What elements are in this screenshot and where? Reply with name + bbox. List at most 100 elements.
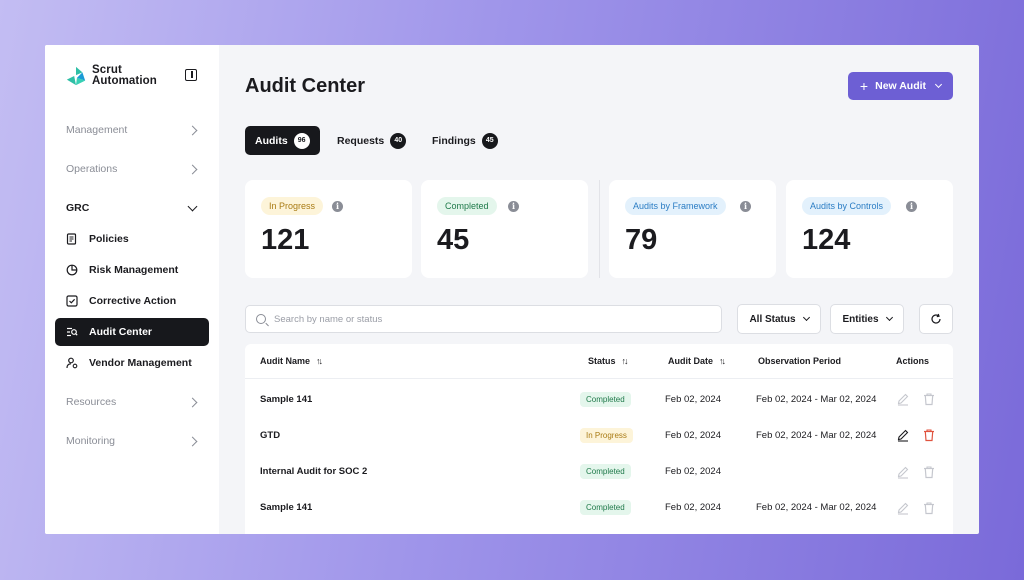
delete-icon[interactable] xyxy=(922,501,936,515)
delete-icon[interactable] xyxy=(922,428,936,442)
status-cell: Completed xyxy=(580,490,631,526)
sort-icon[interactable]: ↑↓ xyxy=(621,356,629,366)
status-badge: Completed xyxy=(580,464,631,480)
stat-value: 45 xyxy=(437,224,470,256)
column-header-actions: Actions xyxy=(896,356,929,366)
column-header-audit-name[interactable]: Audit Name ↑↓ xyxy=(260,356,323,366)
stat-label-pill: Audits by Controls xyxy=(802,197,892,215)
sidebar-collapse-icon[interactable] xyxy=(185,69,197,81)
stat-card-completed[interactable]: Completed i 45 xyxy=(421,180,588,278)
audit-list-icon xyxy=(66,326,78,338)
audit-date-cell: Feb 02, 2024 xyxy=(665,502,721,514)
search-icon xyxy=(256,314,266,324)
dropdown-label: Entities xyxy=(842,313,879,325)
table-row[interactable]: Sample 141 Completed Feb 02, 2024 Feb 02, 2… xyxy=(245,381,953,417)
count-badge: 96 xyxy=(293,132,310,149)
observation-period-cell: Feb 02, 2024 - Mar 02, 2024 xyxy=(756,393,877,405)
table-row[interactable]: Internal Audit for SOC 2 Completed Feb 02,… xyxy=(245,454,953,490)
tab-label: Audits xyxy=(255,134,288,147)
search-input[interactable] xyxy=(274,313,694,325)
chevron-right-icon xyxy=(187,125,198,135)
audits-table: Audit Name ↑↓ Status ↑↓ Audit Date ↑↓ Ob… xyxy=(245,344,953,534)
stat-card-in-progress[interactable]: In Progress i 121 xyxy=(245,180,412,278)
status-badge: Completed xyxy=(580,391,631,407)
sidebar-item-corrective-action[interactable]: Corrective Action xyxy=(55,287,209,315)
new-audit-button[interactable]: + New Audit xyxy=(848,72,953,100)
audit-name-cell[interactable]: Sample 141 xyxy=(260,393,313,405)
brand[interactable]: Scrut Automation xyxy=(65,64,157,87)
status-cell: In Progress xyxy=(580,417,633,453)
tab-findings[interactable]: Findings 45 xyxy=(422,126,508,155)
column-header-status[interactable]: Status ↑↓ xyxy=(588,356,629,366)
plus-icon: + xyxy=(859,78,869,94)
edit-icon[interactable] xyxy=(896,428,910,442)
observation-period-cell: Feb 02, 2024 - Mar 02, 2024 xyxy=(756,502,877,514)
count-badge: 45 xyxy=(481,132,498,149)
sidebar-item-label: Audit Center xyxy=(89,326,152,338)
audit-date-cell: Feb 02, 2024 xyxy=(665,393,721,405)
audit-name-cell[interactable]: GTD xyxy=(260,429,281,441)
status-cell: Completed xyxy=(580,381,631,417)
tab-requests[interactable]: Requests 40 xyxy=(327,126,416,155)
sidebar-item-vendor-management[interactable]: Vendor Management xyxy=(55,349,209,377)
status-cell: Completed xyxy=(580,454,631,490)
stat-card-audits-by-controls[interactable]: Audits by Controls i 124 xyxy=(786,180,953,278)
sidebar-section-management[interactable]: Management xyxy=(66,119,198,141)
tab-label: Findings xyxy=(432,134,476,147)
count-badge: 40 xyxy=(390,132,407,149)
brand-line-2: Automation xyxy=(92,75,157,87)
chevron-down-icon xyxy=(935,80,943,89)
sidebar-item-label: Vendor Management xyxy=(89,357,192,369)
sidebar-section-resources[interactable]: Resources xyxy=(66,391,198,413)
section-label: GRC xyxy=(66,202,90,214)
audit-name-cell[interactable]: Sample 141 xyxy=(260,502,313,514)
column-header-audit-date[interactable]: Audit Date ↑↓ xyxy=(668,356,726,366)
info-icon[interactable]: i xyxy=(508,201,519,212)
stat-value: 124 xyxy=(802,224,851,256)
table-row[interactable]: Sample 141 Completed Feb 02, 2024 Feb 02, 2… xyxy=(245,490,953,526)
edit-icon[interactable] xyxy=(896,392,910,406)
column-header-label: Observation Period xyxy=(758,356,842,366)
section-label: Operations xyxy=(66,163,118,175)
search-box[interactable] xyxy=(245,305,722,333)
delete-icon[interactable] xyxy=(922,392,936,406)
sidebar-section-grc[interactable]: GRC xyxy=(66,197,198,219)
audit-date-cell: Feb 02, 2024 xyxy=(665,466,721,478)
delete-icon[interactable] xyxy=(922,465,936,479)
entities-filter-dropdown[interactable]: Entities xyxy=(830,304,904,334)
edit-icon[interactable] xyxy=(896,465,910,479)
status-filter-dropdown[interactable]: All Status xyxy=(737,304,821,334)
info-icon[interactable]: i xyxy=(740,201,751,212)
sidebar-section-operations[interactable]: Operations xyxy=(66,158,198,180)
column-header-label: Actions xyxy=(896,356,930,366)
sort-icon[interactable]: ↑↓ xyxy=(719,356,726,366)
sidebar-section-monitoring[interactable]: Monitoring xyxy=(66,430,198,452)
status-badge: Completed xyxy=(580,500,631,516)
section-label: Management xyxy=(66,124,128,136)
column-header-label: Audit Name xyxy=(260,356,311,366)
edit-icon[interactable] xyxy=(896,501,910,515)
tab-label: Requests xyxy=(337,134,385,147)
info-icon[interactable]: i xyxy=(332,201,343,212)
stat-label-pill: In Progress xyxy=(261,197,324,215)
chevron-right-icon xyxy=(187,164,198,174)
dropdown-label: All Status xyxy=(749,313,796,325)
stat-label-pill: Audits by Framework xyxy=(625,197,726,215)
chevron-down-icon xyxy=(802,313,810,322)
policy-document-icon xyxy=(66,233,78,245)
audit-name-cell[interactable]: Internal Audit for SOC 2 xyxy=(260,466,368,478)
chevron-right-icon xyxy=(187,436,198,446)
stat-label-pill: Completed xyxy=(437,197,497,215)
sidebar-item-risk-management[interactable]: Risk Management xyxy=(55,256,209,284)
table-row[interactable]: GTD In Progress Feb 02, 2024 Feb 02, 2024 -… xyxy=(245,417,953,453)
refresh-button[interactable] xyxy=(919,304,953,334)
info-icon[interactable]: i xyxy=(906,201,917,212)
tab-audits[interactable]: Audits 96 xyxy=(245,126,320,155)
sort-icon[interactable]: ↑↓ xyxy=(316,356,323,366)
sidebar-item-policies[interactable]: Policies xyxy=(55,225,209,253)
brand-line-1: Scrut xyxy=(92,64,122,76)
sidebar-item-audit-center[interactable]: Audit Center xyxy=(55,318,209,346)
stat-card-audits-by-framework[interactable]: Audits by Framework i 79 xyxy=(609,180,776,278)
sidebar: Scrut Automation Management Operations G… xyxy=(45,45,219,534)
pie-chart-icon xyxy=(66,264,78,276)
